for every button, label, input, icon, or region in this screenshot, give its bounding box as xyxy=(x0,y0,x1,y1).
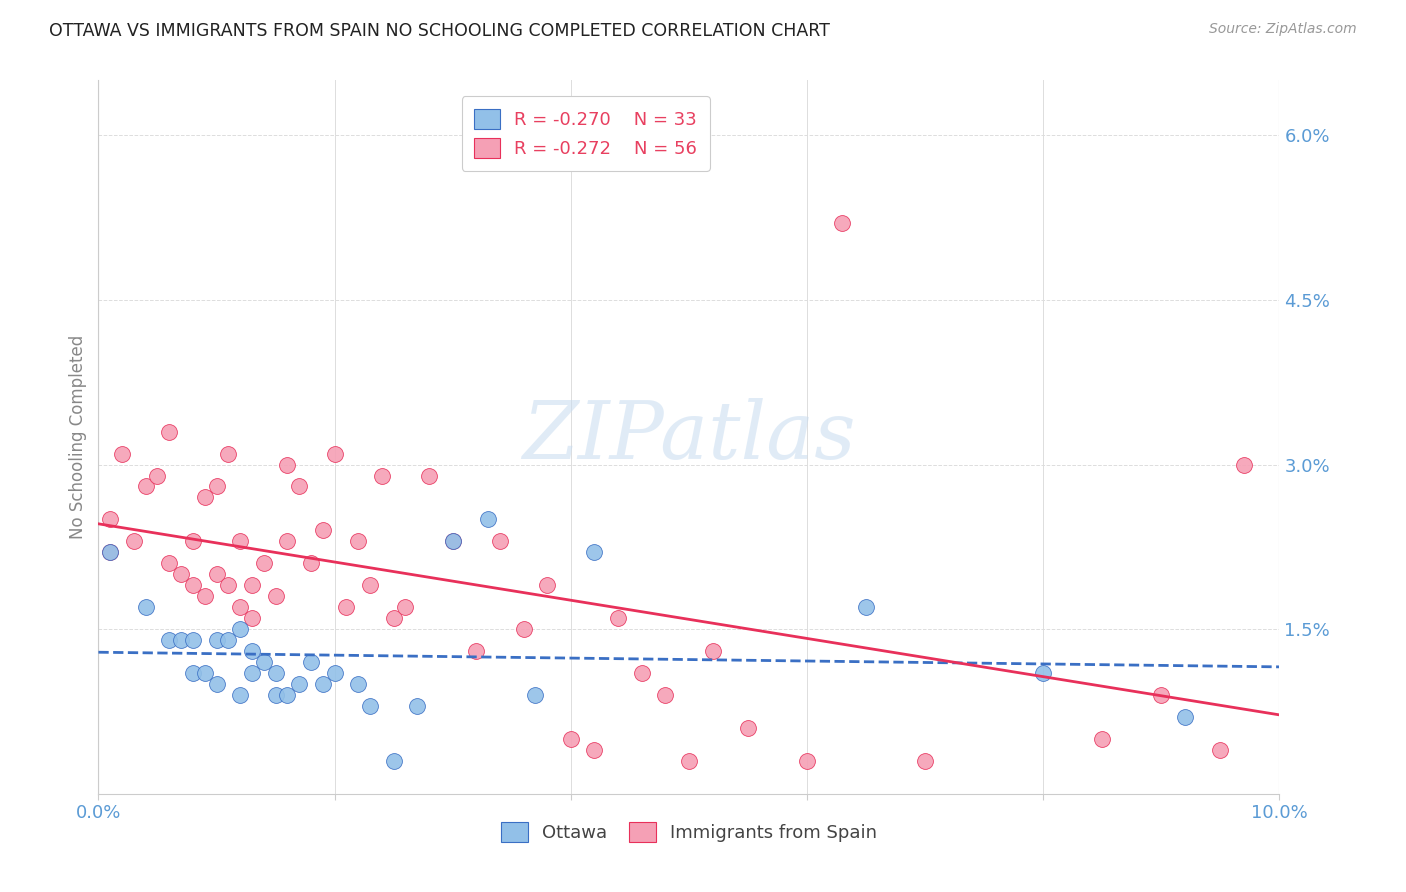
Point xyxy=(205,633,228,648)
Point xyxy=(441,534,464,549)
Point xyxy=(264,589,287,603)
Point xyxy=(371,468,394,483)
Point xyxy=(205,479,228,493)
Point xyxy=(312,524,335,538)
Point xyxy=(1209,743,1232,757)
Point xyxy=(323,666,346,681)
Point xyxy=(288,677,311,691)
Point xyxy=(536,578,558,592)
Point xyxy=(583,743,606,757)
Point xyxy=(205,677,228,691)
Point xyxy=(630,666,652,681)
Point xyxy=(831,216,853,230)
Text: ZIPatlas: ZIPatlas xyxy=(522,399,856,475)
Point xyxy=(1174,710,1197,724)
Point xyxy=(489,534,512,549)
Point xyxy=(276,688,298,702)
Point xyxy=(157,425,180,439)
Point xyxy=(170,633,193,648)
Point xyxy=(465,644,488,658)
Point xyxy=(253,557,276,571)
Point xyxy=(1091,731,1114,746)
Point xyxy=(477,512,499,526)
Point xyxy=(737,721,759,735)
Point xyxy=(654,688,676,702)
Point xyxy=(240,611,263,625)
Point xyxy=(512,622,534,636)
Point xyxy=(217,578,239,592)
Point xyxy=(914,754,936,768)
Point xyxy=(111,446,134,460)
Point xyxy=(359,699,381,714)
Point xyxy=(583,545,606,559)
Point xyxy=(157,557,180,571)
Point xyxy=(217,446,239,460)
Point xyxy=(98,545,121,559)
Point xyxy=(194,491,217,505)
Point xyxy=(135,600,157,615)
Point xyxy=(264,666,287,681)
Point xyxy=(240,644,263,658)
Point xyxy=(194,589,217,603)
Point xyxy=(157,633,180,648)
Point xyxy=(406,699,429,714)
Point xyxy=(240,666,263,681)
Point xyxy=(181,633,204,648)
Point xyxy=(382,611,405,625)
Point xyxy=(702,644,724,658)
Point xyxy=(678,754,700,768)
Point xyxy=(264,688,287,702)
Point xyxy=(299,557,322,571)
Point xyxy=(382,754,405,768)
Point xyxy=(170,567,193,582)
Point xyxy=(323,446,346,460)
Text: Source: ZipAtlas.com: Source: ZipAtlas.com xyxy=(1209,22,1357,37)
Point xyxy=(312,677,335,691)
Point xyxy=(276,458,298,472)
Point xyxy=(146,468,169,483)
Point xyxy=(855,600,877,615)
Point xyxy=(1233,458,1256,472)
Point xyxy=(347,677,370,691)
Point xyxy=(607,611,630,625)
Point xyxy=(276,534,298,549)
Point xyxy=(253,655,276,669)
Point xyxy=(359,578,381,592)
Point xyxy=(229,622,252,636)
Point xyxy=(122,534,145,549)
Point xyxy=(524,688,547,702)
Point xyxy=(217,633,239,648)
Point xyxy=(335,600,357,615)
Point xyxy=(1032,666,1054,681)
Point xyxy=(1150,688,1173,702)
Legend: Ottawa, Immigrants from Spain: Ottawa, Immigrants from Spain xyxy=(494,814,884,849)
Point xyxy=(98,545,121,559)
Point xyxy=(205,567,228,582)
Point xyxy=(441,534,464,549)
Point xyxy=(299,655,322,669)
Point xyxy=(288,479,311,493)
Y-axis label: No Schooling Completed: No Schooling Completed xyxy=(69,335,87,539)
Point xyxy=(229,534,252,549)
Point xyxy=(796,754,818,768)
Text: OTTAWA VS IMMIGRANTS FROM SPAIN NO SCHOOLING COMPLETED CORRELATION CHART: OTTAWA VS IMMIGRANTS FROM SPAIN NO SCHOO… xyxy=(49,22,830,40)
Point xyxy=(240,578,263,592)
Point xyxy=(347,534,370,549)
Point xyxy=(229,600,252,615)
Point xyxy=(181,666,204,681)
Point xyxy=(229,688,252,702)
Point xyxy=(194,666,217,681)
Point xyxy=(394,600,416,615)
Point xyxy=(418,468,440,483)
Point xyxy=(560,731,582,746)
Point xyxy=(181,534,204,549)
Point xyxy=(181,578,204,592)
Point xyxy=(98,512,121,526)
Point xyxy=(135,479,157,493)
